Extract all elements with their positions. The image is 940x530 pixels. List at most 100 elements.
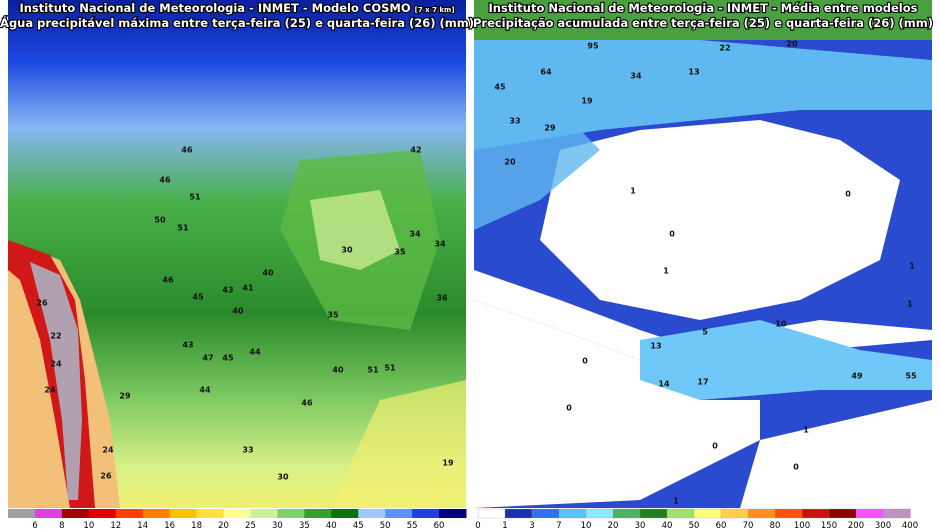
map-label: 35 <box>394 248 406 257</box>
colorbar-swatch <box>196 509 225 518</box>
map-label: 0 <box>582 357 588 366</box>
colorbar-swatch <box>385 509 413 518</box>
colorbar-swatch <box>882 508 911 519</box>
colorbar-label: 80 <box>770 521 781 530</box>
map-label: 50 <box>154 216 166 225</box>
colorbar-swatch <box>477 508 506 519</box>
map-label: 36 <box>436 294 448 303</box>
colorbar-swatch <box>358 509 386 518</box>
map-label: 46 <box>181 146 193 155</box>
colorbar-swatch <box>612 508 641 519</box>
map-label: 17 <box>697 378 708 387</box>
map-label: 14 <box>658 380 670 389</box>
left-map <box>8 0 466 508</box>
colorbar-swatch <box>61 509 90 518</box>
colorbar-swatch <box>504 508 533 519</box>
map-label: 95 <box>587 42 599 51</box>
colorbar-label: 50 <box>689 521 700 530</box>
map-label: 19 <box>581 97 593 106</box>
colorbar-swatch <box>34 509 63 518</box>
colorbar-swatch <box>531 508 560 519</box>
map-label: 1 <box>673 497 679 506</box>
map-label: 13 <box>650 342 661 351</box>
map-label: 24 <box>44 386 56 395</box>
colorbar-swatch <box>8 509 36 518</box>
colorbar-label: 1 <box>502 521 507 530</box>
map-label: 42 <box>410 146 421 155</box>
colorbar-swatch <box>331 509 359 518</box>
map-label: 40 <box>232 307 244 316</box>
colorbar-label: 40 <box>662 521 673 530</box>
map-label: 46 <box>162 276 174 285</box>
left-colorbar: 6 8 10 12 14 16 18 20 25 30 35 40 45 50 55 60 <box>8 509 467 530</box>
map-label: 44 <box>249 348 261 357</box>
map-label: 13 <box>688 68 699 77</box>
colorbar-label: 300 <box>875 521 891 530</box>
colorbar-label: 14 <box>137 521 148 530</box>
map-label: 64 <box>540 68 552 77</box>
colorbar-swatch <box>88 509 117 518</box>
colorbar-swatch <box>439 509 467 518</box>
map-label: 51 <box>189 193 201 202</box>
map-label: 43 <box>222 286 233 295</box>
colorbar-swatch <box>250 509 278 518</box>
map-label: 33 <box>509 117 520 126</box>
map-label: 0 <box>712 442 718 451</box>
map-label: 29 <box>119 392 131 401</box>
map-label: 33 <box>242 446 253 455</box>
map-label: 44 <box>199 386 211 395</box>
map-label: 1 <box>909 262 915 271</box>
colorbar-swatch <box>169 509 198 518</box>
colorbar-label: 3 <box>529 521 534 530</box>
colorbar-swatch <box>720 508 749 519</box>
colorbar-label: 150 <box>821 521 837 530</box>
colorbar-label: 0 <box>475 521 480 530</box>
colorbar-label: 400 <box>902 521 918 530</box>
map-label: 43 <box>182 341 193 350</box>
map-label: 47 <box>202 354 213 363</box>
colorbar-label: 10 <box>83 521 94 530</box>
map-label: 22 <box>719 44 730 53</box>
colorbar-label: 6 <box>32 521 37 530</box>
map-label: 1 <box>907 300 913 309</box>
colorbar-swatch <box>223 509 251 518</box>
colorbar-swatch <box>115 509 144 518</box>
colorbar-swatch <box>412 509 440 518</box>
colorbar-swatch <box>639 508 668 519</box>
colorbar-label: 18 <box>191 521 202 530</box>
map-label: 26 <box>36 299 48 308</box>
map-label: 55 <box>905 372 917 381</box>
map-label: 22 <box>50 332 61 341</box>
colorbar-swatch <box>585 508 614 519</box>
map-label: 20 <box>504 158 516 167</box>
colorbar-label: 60 <box>716 521 727 530</box>
left-title: Instituto Nacional de Meteorologia - INM… <box>19 1 454 15</box>
map-label: 45 <box>494 83 506 92</box>
colorbar-swatch <box>855 508 884 519</box>
right-subtitle: Precipitação acumulada entre terça-feira… <box>473 16 933 30</box>
map-label: 40 <box>332 366 344 375</box>
colorbar-label: 30 <box>635 521 646 530</box>
map-label: 34 <box>434 240 446 249</box>
colorbar-swatch <box>828 508 857 519</box>
colorbar-label: 20 <box>218 521 229 530</box>
colorbar-label: 25 <box>245 521 256 530</box>
colorbar-label: 12 <box>110 521 121 530</box>
map-label: 34 <box>630 72 642 81</box>
map-label: 1 <box>630 187 636 196</box>
map-label: 10 <box>775 320 787 329</box>
colorbar-swatch <box>801 508 830 519</box>
colorbar-swatch <box>693 508 722 519</box>
colorbar-label: 8 <box>59 521 64 530</box>
map-label: 1 <box>663 267 669 276</box>
colorbar-label: 35 <box>299 521 310 530</box>
colorbar-label: 70 <box>743 521 754 530</box>
colorbar-label: 20 <box>608 521 619 530</box>
map-label: 19 <box>442 459 454 468</box>
map-label: 51 <box>384 364 396 373</box>
colorbar-label: 10 <box>581 521 592 530</box>
right-map <box>474 0 932 508</box>
map-label: 34 <box>409 230 421 239</box>
left-subtitle: Água precipitável máxima entre terça-fei… <box>0 15 474 30</box>
